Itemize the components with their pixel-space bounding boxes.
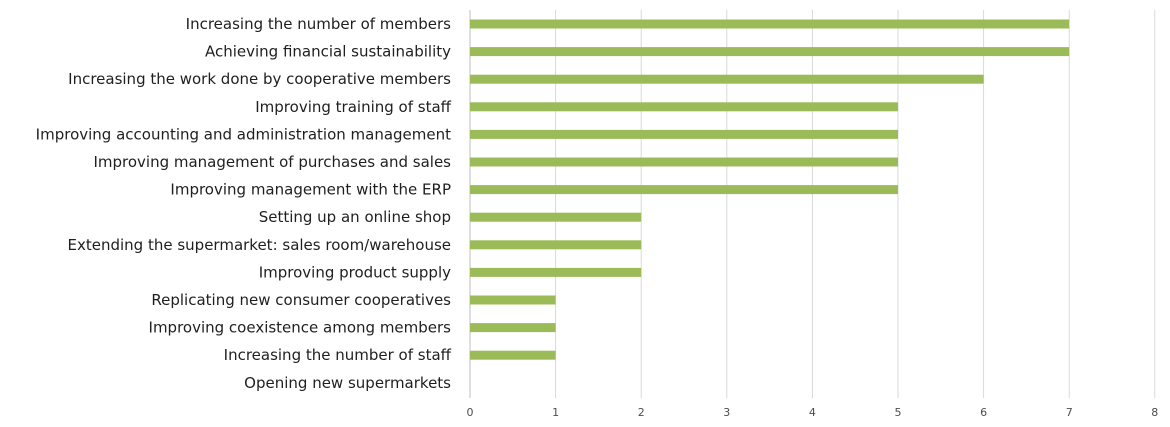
category-label: Opening new supermarkets — [244, 374, 451, 392]
category-label: Improving training of staff — [255, 98, 451, 116]
x-tick-label-layer: 0 1 2 3 4 5 6 7 8 — [467, 406, 1159, 419]
x-tick-label: 1 — [552, 406, 559, 419]
bar — [470, 157, 898, 167]
category-label-layer: Increasing the number of members Achievin… — [36, 15, 452, 392]
x-tick-label: 0 — [467, 406, 474, 419]
bar — [470, 323, 556, 333]
bar — [470, 295, 556, 305]
category-label: Improving coexistence among members — [149, 319, 452, 337]
category-label: Increasing the work done by cooperative … — [68, 70, 451, 88]
category-label: Replicating new consumer cooperatives — [151, 291, 451, 309]
category-label: Achieving financial sustainability — [205, 43, 451, 61]
x-tick-label: 6 — [980, 406, 987, 419]
x-tick-label: 4 — [809, 406, 816, 419]
x-tick-label: 2 — [638, 406, 645, 419]
x-tick-label: 5 — [895, 406, 902, 419]
grid-layer — [469, 10, 1156, 398]
bar — [470, 212, 642, 222]
category-label: Extending the supermarket: sales room/wa… — [68, 236, 451, 254]
bar — [470, 47, 1070, 57]
bar — [470, 185, 898, 195]
category-label: Improving management with the ERP — [170, 181, 451, 199]
bar-layer — [470, 19, 1070, 360]
x-tick-label: 8 — [1151, 406, 1158, 419]
category-label: Increasing the number of staff — [224, 346, 452, 364]
bar — [470, 102, 898, 112]
bar — [470, 267, 642, 277]
x-tick-label: 7 — [1066, 406, 1073, 419]
bar — [470, 350, 556, 360]
bar — [470, 19, 1070, 29]
category-label: Improving management of purchases and sa… — [93, 153, 451, 171]
x-tick-label: 3 — [723, 406, 730, 419]
category-label: Setting up an online shop — [259, 208, 451, 226]
category-label: Improving accounting and administration … — [36, 125, 451, 143]
bar — [470, 129, 898, 139]
bar — [470, 74, 984, 84]
bar — [470, 240, 642, 250]
category-label: Increasing the number of members — [186, 15, 452, 33]
category-label: Improving product supply — [259, 263, 451, 281]
